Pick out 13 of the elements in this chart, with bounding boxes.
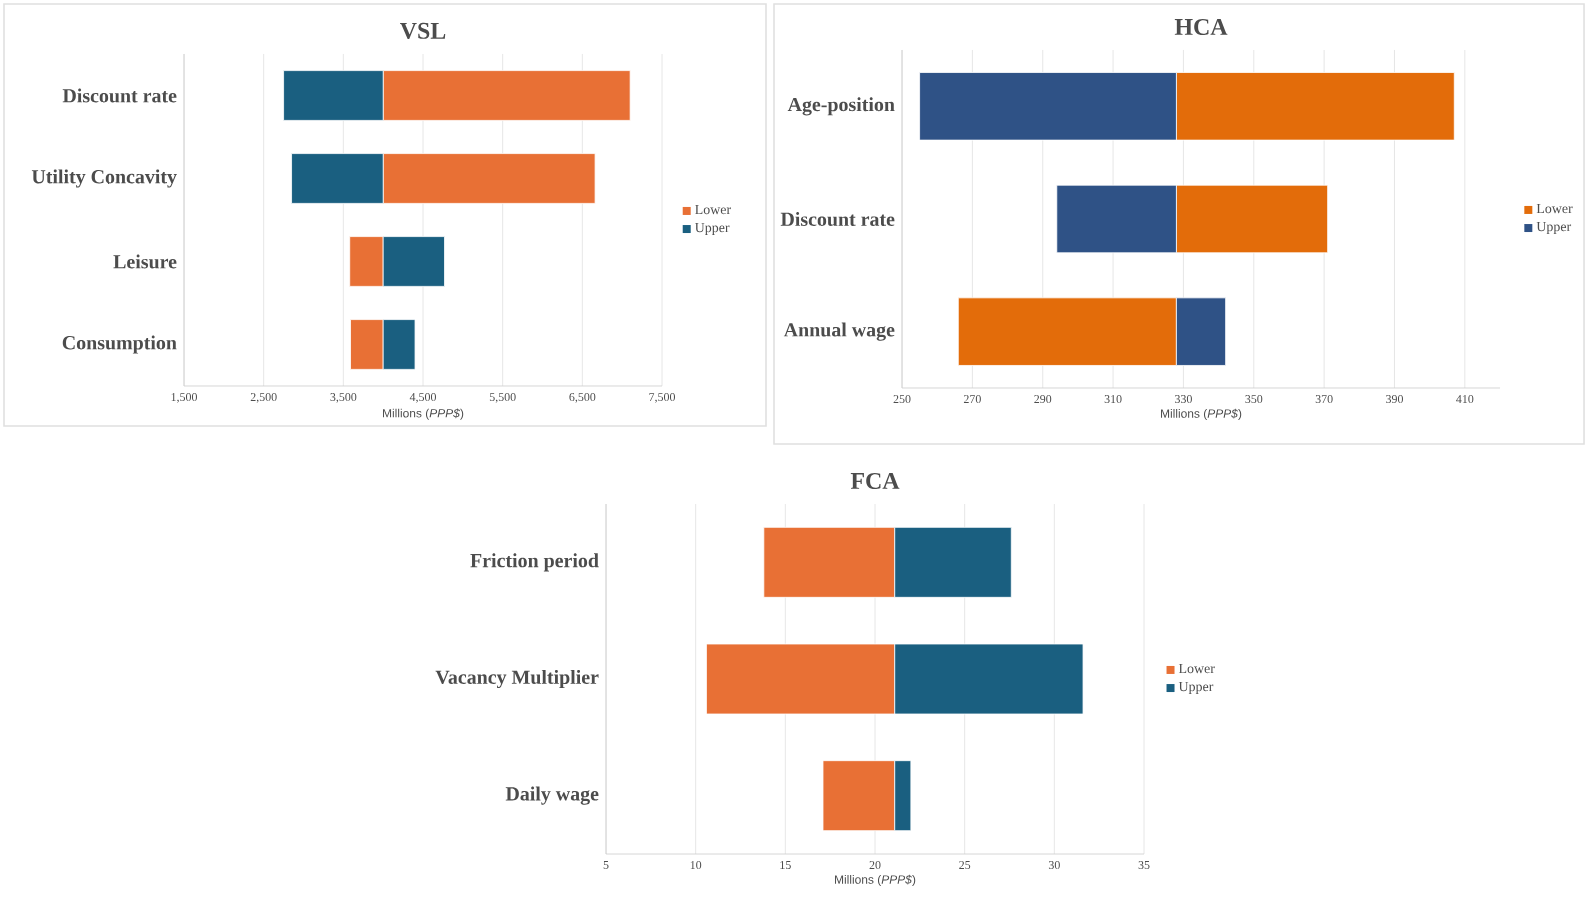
y-tick-label: Consumption — [62, 335, 177, 354]
y-tick-label: Annual wage — [783, 322, 895, 341]
chart-title: VSL — [400, 22, 446, 40]
y-tick-label: Friction period — [470, 553, 599, 572]
y-tick-label: Utility Concavity — [31, 169, 177, 188]
y-tick-label: Discount rate — [62, 88, 177, 103]
y-tick-label: Daily wage — [505, 786, 599, 805]
y-tick-label: Discount rate — [780, 211, 895, 227]
y-tick-label: Vacancy Multiplier — [435, 669, 599, 689]
chart-title: HCA — [1174, 18, 1228, 35]
chart-title: FCA — [850, 472, 900, 489]
y-tick-label: Leisure — [113, 254, 177, 269]
y-tick-label: Age-position — [787, 97, 895, 116]
